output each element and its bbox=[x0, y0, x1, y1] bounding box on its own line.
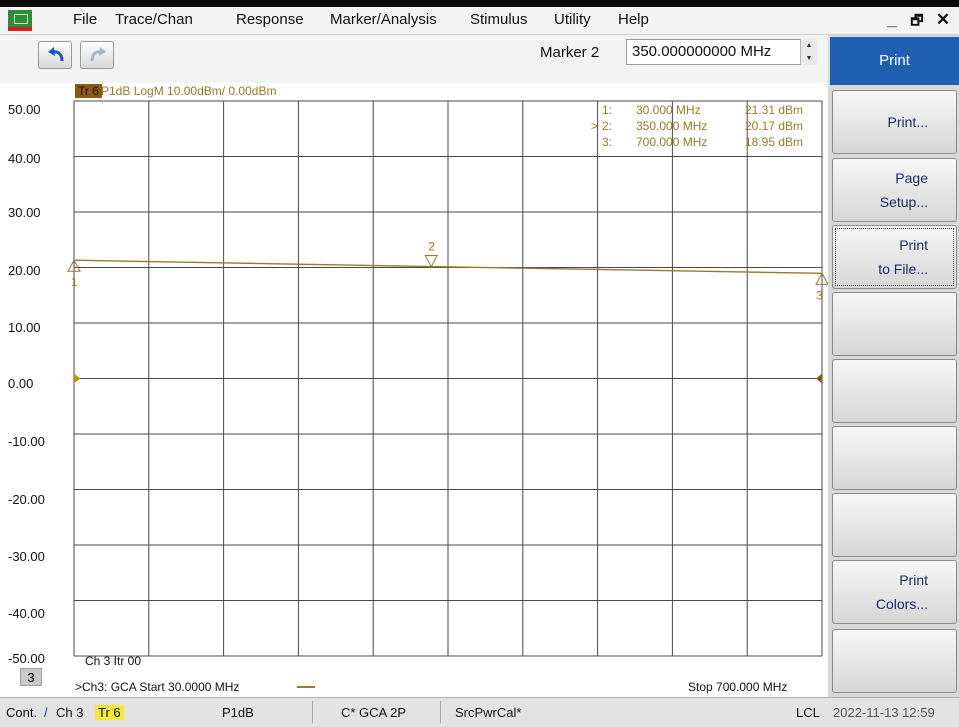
trace-legend-line bbox=[297, 686, 315, 688]
status-separator bbox=[440, 701, 441, 723]
marker-table-value: 18.95 dBm bbox=[745, 135, 804, 149]
softkey-blank-7[interactable] bbox=[832, 493, 957, 557]
sweep-stop-label: Stop 700.000 MHz bbox=[688, 680, 788, 694]
y-tick-label: 30.00 bbox=[8, 205, 41, 220]
status-slash: / bbox=[44, 705, 48, 720]
softkey-title: Print bbox=[830, 37, 959, 85]
menu-file[interactable]: File bbox=[73, 11, 98, 28]
app-logo-icon[interactable] bbox=[8, 10, 32, 31]
softkey-label: to File... bbox=[878, 261, 928, 277]
redo-icon bbox=[90, 47, 106, 62]
window-top-strip bbox=[0, 0, 959, 7]
trace-title: P1dB LogM 10.00dBm/ 0.00dBm bbox=[101, 84, 277, 98]
marker-table-value: 21.31 dBm bbox=[745, 103, 804, 117]
y-tick-label: 50.00 bbox=[8, 102, 41, 117]
y-tick-label: -40.00 bbox=[8, 606, 45, 621]
y-tick-label: 0.00 bbox=[8, 376, 34, 391]
marker-table-value: 20.17 dBm bbox=[745, 119, 804, 133]
marker-table-id: 1: bbox=[602, 103, 613, 117]
softkey-label: Colors... bbox=[875, 596, 928, 612]
status-measurement: P1dB bbox=[222, 705, 254, 720]
softkey-blank-6[interactable] bbox=[832, 426, 957, 490]
softkey-blank-9[interactable] bbox=[832, 629, 957, 693]
marker-label: Marker 2 bbox=[540, 44, 600, 61]
menu-trace-chan[interactable]: Trace/Chan bbox=[115, 11, 193, 28]
marker-number-label: 2 bbox=[428, 240, 435, 254]
status-bar: Cont. / Ch 3 Tr 6 P1dB C* GCA 2P SrcPwrC… bbox=[0, 697, 959, 727]
marker-table-id: 2: bbox=[602, 119, 613, 133]
softkey-label: Page bbox=[895, 170, 928, 186]
spin-up-icon[interactable]: ▲ bbox=[805, 42, 813, 49]
menu-help[interactable]: Help bbox=[618, 11, 649, 28]
reference-left-arrow-icon bbox=[74, 373, 80, 384]
y-tick-label: -50.00 bbox=[8, 651, 45, 666]
marker-table-id: 3: bbox=[602, 135, 613, 149]
marker-number-label: 3 bbox=[816, 288, 823, 302]
y-tick-label: 40.00 bbox=[8, 151, 41, 166]
marker-table-freq: 350.000 MHz bbox=[636, 119, 708, 133]
y-tick-label: 20.00 bbox=[8, 263, 41, 278]
status-calibration[interactable]: C* GCA 2P bbox=[341, 705, 407, 720]
menu-stimulus[interactable]: Stimulus bbox=[470, 11, 528, 28]
y-tick-label: 10.00 bbox=[8, 320, 41, 335]
softkey-label: Setup... bbox=[879, 194, 928, 210]
trace-tag[interactable]: Tr 6 bbox=[75, 84, 102, 98]
spin-down-icon[interactable]: ▼ bbox=[805, 55, 813, 62]
marker-triangle-icon bbox=[424, 255, 439, 268]
status-trace[interactable]: Tr 6 bbox=[95, 705, 124, 720]
y-tick-label: -10.00 bbox=[8, 434, 45, 449]
menu-response[interactable]: Response bbox=[236, 11, 304, 28]
channel-number-badge[interactable]: 3 bbox=[20, 668, 42, 686]
marker-spinner[interactable]: ▲ ▼ bbox=[800, 39, 817, 65]
toolbar: Marker 2 350.000000000 MHz ▲ ▼ bbox=[0, 35, 828, 83]
status-source-power-cal[interactable]: SrcPwrCal* bbox=[455, 705, 522, 720]
softkey-blank-5[interactable] bbox=[832, 359, 957, 423]
undo-icon bbox=[48, 47, 64, 62]
plot-area[interactable]: Tr 6 P1dB LogM 10.00dBm/ 0.00dBm 50.00 4… bbox=[0, 83, 828, 668]
menu-utility[interactable]: Utility bbox=[554, 11, 591, 28]
softkey-blank-4[interactable] bbox=[832, 292, 957, 356]
marker-table-prefix: > bbox=[591, 119, 599, 133]
y-tick-label: -30.00 bbox=[8, 549, 45, 564]
marker-number-label: 1 bbox=[71, 275, 78, 289]
print-colors-button[interactable]: Print Colors... bbox=[832, 560, 957, 624]
sweep-start-label: >Ch3: GCA Start 30.0000 MHz bbox=[75, 680, 240, 694]
status-channel[interactable]: Ch 3 bbox=[56, 705, 84, 720]
marker-table-freq: 30.000 MHz bbox=[636, 103, 701, 117]
marker-triangle-icon bbox=[815, 272, 828, 285]
softkey-panel: Print Print... Page Setup... Print to Fi… bbox=[828, 35, 959, 697]
softkey-label: Print bbox=[899, 572, 928, 588]
print-dialog-button[interactable]: Print... bbox=[832, 90, 957, 154]
restore-button[interactable]: 🗗 bbox=[910, 12, 924, 28]
menu-marker-analysis[interactable]: Marker/Analysis bbox=[330, 11, 437, 28]
marker-triangle-icon bbox=[67, 259, 81, 272]
status-mode[interactable]: Cont. bbox=[6, 705, 38, 720]
undo-button[interactable] bbox=[38, 41, 72, 69]
marker-frequency-input[interactable]: 350.000000000 MHz bbox=[626, 39, 816, 65]
status-datetime: 2022-11-13 12:59 bbox=[833, 705, 935, 720]
marker-table-freq: 700.000 MHz bbox=[636, 135, 708, 149]
minimize-button[interactable]: _ bbox=[887, 10, 897, 29]
channel-label: Ch 3 Itr 00 bbox=[85, 654, 142, 668]
redo-button[interactable] bbox=[80, 41, 114, 69]
y-tick-label: -20.00 bbox=[8, 492, 45, 507]
menu-bar: File Trace/Chan Response Marker/Analysis… bbox=[0, 7, 959, 35]
status-lcl: LCL bbox=[796, 705, 820, 720]
page-setup-button[interactable]: Page Setup... bbox=[832, 158, 957, 222]
softkey-label: Print bbox=[899, 237, 928, 253]
close-button[interactable]: ✕ bbox=[935, 10, 951, 29]
print-to-file-button[interactable]: Print to File... bbox=[832, 225, 957, 289]
softkey-label: Print... bbox=[887, 114, 928, 130]
plot-svg: 1 2 3 bbox=[67, 100, 828, 657]
reference-right-arrow-icon bbox=[816, 373, 822, 384]
status-separator bbox=[312, 701, 313, 723]
